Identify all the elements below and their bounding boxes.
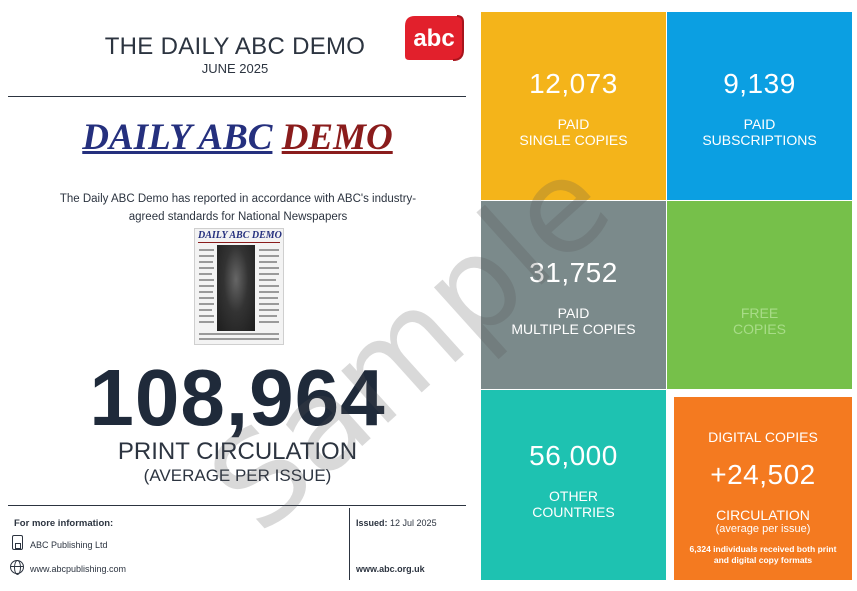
report-date: JUNE 2025 — [201, 61, 269, 76]
digital-label2: (average per issue) — [715, 523, 811, 535]
publisher-website-link[interactable]: www.abcpublishing.com — [30, 564, 127, 574]
masthead-part2: DEMO — [281, 117, 393, 158]
header-divider — [8, 96, 466, 97]
tile-paid-multiple-copies: 31,752 PAID MULTIPLE COPIES — [481, 201, 666, 389]
paid-multiple-label2: MULTIPLE COPIES — [511, 321, 636, 337]
paid-single-label2: SINGLE COPIES — [519, 132, 628, 148]
print-circulation-value: 108,964 — [89, 353, 386, 442]
tile-paid-single-copies: 12,073 PAID SINGLE COPIES — [481, 12, 666, 200]
issued-value: 12 Jul 2025 — [390, 518, 437, 528]
other-countries-label2: COUNTRIES — [532, 504, 615, 520]
report-title: THE DAILY ABC DEMO — [104, 33, 366, 60]
digital-label1: CIRCULATION — [716, 507, 810, 523]
abc-logo-icon: abc — [405, 15, 464, 61]
thumbnail-photo — [217, 245, 255, 331]
free-label1: FREE — [740, 305, 779, 321]
digital-heading: DIGITAL COPIES — [708, 429, 818, 445]
masthead-part1: DAILY ABC — [82, 117, 273, 158]
phone-icon — [12, 535, 23, 550]
tile-free-copies: FREE COPIES — [667, 201, 852, 389]
other-countries-label1: OTHER — [549, 488, 598, 504]
masthead: DAILY ABC DEMO — [0, 116, 475, 159]
issued-date: Issued: 12 Jul 2025 — [356, 518, 437, 528]
description-text: The Daily ABC Demo has reported in accor… — [59, 193, 417, 223]
print-circulation-sublabel: (AVERAGE PER ISSUE) — [143, 466, 332, 485]
issued-label: Issued: — [356, 518, 388, 528]
digital-value: +24,502 — [710, 459, 816, 490]
paid-subs-value: 9,139 — [723, 68, 796, 99]
paid-subs-label2: SUBSCRIPTIONS — [702, 132, 817, 148]
tile-digital-copies: DIGITAL COPIES +24,502 CIRCULATION (aver… — [674, 397, 852, 580]
paid-single-value: 12,073 — [529, 68, 618, 99]
footer-vertical-divider — [349, 508, 350, 580]
footer-divider — [8, 505, 466, 506]
paid-subs-label1: PAID — [743, 116, 776, 132]
globe-icon — [10, 560, 24, 575]
report-left-panel: THE DAILY ABC DEMO JUNE 2025 abc DAILY A… — [0, 15, 475, 580]
other-countries-value: 56,000 — [529, 440, 618, 471]
thumbnail-title: DAILY ABC DEMO — [198, 230, 282, 241]
paid-multiple-value: 31,752 — [529, 257, 618, 288]
abc-website-link[interactable]: www.abc.org.uk — [356, 564, 425, 574]
free-label2: COPIES — [733, 321, 786, 337]
abc-logo-text: abc — [413, 25, 454, 52]
newspaper-thumbnail: DAILY ABC DEMO — [194, 228, 284, 345]
more-info-label: For more information: — [14, 518, 114, 529]
print-circulation-label: PRINT CIRCULATION — [117, 438, 358, 465]
tile-other-countries: 56,000 OTHER COUNTRIES — [481, 390, 666, 580]
paid-single-label1: PAID — [557, 116, 590, 132]
publisher-name: ABC Publishing Ltd — [30, 540, 108, 550]
digital-note: 6,324 individuals received both print an… — [689, 544, 837, 565]
paid-multiple-label1: PAID — [557, 305, 590, 321]
tile-paid-subscriptions: 9,139 PAID SUBSCRIPTIONS — [667, 12, 852, 200]
